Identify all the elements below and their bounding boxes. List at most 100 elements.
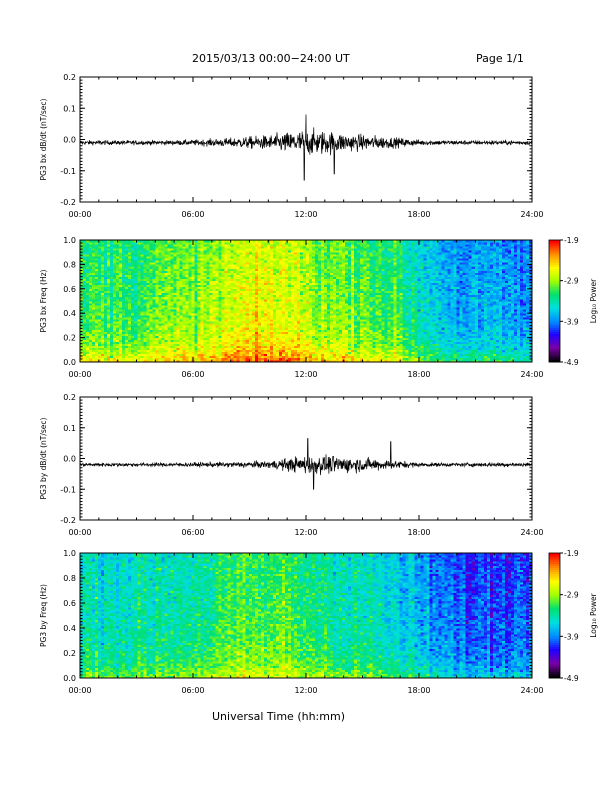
heat-cell xyxy=(230,268,234,271)
heat-cell xyxy=(309,246,313,249)
heat-cell xyxy=(318,242,322,245)
heat-cell xyxy=(227,246,231,249)
heat-cell xyxy=(155,264,159,267)
heat-cell xyxy=(98,296,102,300)
heat-cell xyxy=(272,284,277,288)
heat-cell xyxy=(191,278,195,281)
heat-cell xyxy=(218,311,222,314)
heat-cell xyxy=(263,240,268,243)
heat-cell xyxy=(89,339,93,342)
heat-cell xyxy=(242,266,247,269)
heat-cell xyxy=(212,258,216,261)
heat-cell xyxy=(269,343,274,347)
heat-cell xyxy=(143,329,147,332)
heat-cell xyxy=(119,268,123,271)
heat-cell xyxy=(290,331,295,334)
heat-cell xyxy=(113,341,117,344)
heat-cell xyxy=(218,355,222,359)
heat-cell xyxy=(197,266,201,269)
heat-cell xyxy=(107,296,111,300)
heat-cell xyxy=(95,282,99,286)
heat-cell xyxy=(86,319,90,322)
heat-cell xyxy=(170,250,174,253)
heat-cell xyxy=(312,337,316,340)
heat-cell xyxy=(251,337,256,340)
heat-cell xyxy=(287,266,292,269)
heat-cell xyxy=(212,317,216,320)
heat-cell xyxy=(278,305,283,308)
heat-cell xyxy=(200,329,204,332)
heat-cell xyxy=(128,339,132,342)
heat-cell xyxy=(272,331,277,334)
heat-cell xyxy=(179,254,183,257)
heat-cell xyxy=(236,313,240,316)
heat-cell xyxy=(248,296,253,300)
heat-cell xyxy=(152,258,156,261)
x-tick-label: 12:00 xyxy=(294,210,317,219)
heat-cell xyxy=(321,343,325,347)
heat-cell xyxy=(92,333,96,336)
heat-cell xyxy=(191,339,195,342)
heat-cell xyxy=(107,333,111,336)
heat-cell xyxy=(89,331,93,334)
heat-cell xyxy=(113,272,117,275)
heat-cell xyxy=(287,292,292,296)
heat-cell xyxy=(101,347,105,351)
heat-cell xyxy=(209,317,213,320)
heat-cell xyxy=(318,325,322,328)
heat-cell xyxy=(101,260,105,263)
heat-cell xyxy=(137,256,141,259)
heat-cell xyxy=(206,313,210,316)
heat-cell xyxy=(179,294,183,298)
heat-cell xyxy=(200,278,204,281)
heat-cell xyxy=(155,339,159,342)
heat-cell xyxy=(119,258,123,261)
heat-cell xyxy=(137,313,141,316)
heat-cell xyxy=(296,260,301,263)
heat-cell xyxy=(179,357,183,361)
heat-cell xyxy=(92,345,96,349)
heat-cell xyxy=(89,262,93,265)
heat-cell xyxy=(248,319,253,322)
heat-cell xyxy=(242,327,247,330)
heat-cell xyxy=(128,298,132,302)
heat-cell xyxy=(275,301,280,304)
heat-cell xyxy=(179,260,183,263)
heat-cell xyxy=(83,353,87,357)
heat-cell xyxy=(179,309,183,312)
heat-cell xyxy=(257,280,262,283)
heat-cell xyxy=(312,359,316,363)
heat-cell xyxy=(116,339,120,342)
heat-cell xyxy=(122,325,126,328)
heat-cell xyxy=(224,258,228,261)
heat-cell xyxy=(239,333,244,336)
heat-cell xyxy=(149,284,153,288)
heat-cell xyxy=(296,246,301,249)
heat-cell xyxy=(224,288,228,292)
heat-cell xyxy=(248,311,253,314)
heat-cell xyxy=(212,278,216,281)
heat-cell xyxy=(266,252,271,255)
heat-cell xyxy=(98,335,102,338)
heat-cell xyxy=(257,282,262,286)
heat-cell xyxy=(80,349,84,353)
heat-cell xyxy=(101,329,105,332)
heat-cell xyxy=(164,286,168,290)
heat-cell xyxy=(128,240,132,243)
heat-cell xyxy=(215,250,219,253)
heat-cell xyxy=(155,290,159,294)
heat-cell xyxy=(107,345,111,349)
heat-cell xyxy=(278,256,283,259)
heat-cell xyxy=(215,272,219,275)
heat-cell xyxy=(315,335,319,338)
heat-cell xyxy=(170,270,174,273)
heat-cell xyxy=(296,240,301,243)
heat-cell xyxy=(131,294,135,298)
heat-cell xyxy=(155,345,159,349)
heat-cell xyxy=(110,270,114,273)
heat-cell xyxy=(173,274,177,277)
heat-cell xyxy=(155,252,159,255)
heat-cell xyxy=(134,329,138,332)
heat-cell xyxy=(221,254,225,257)
heat-cell xyxy=(149,323,153,326)
